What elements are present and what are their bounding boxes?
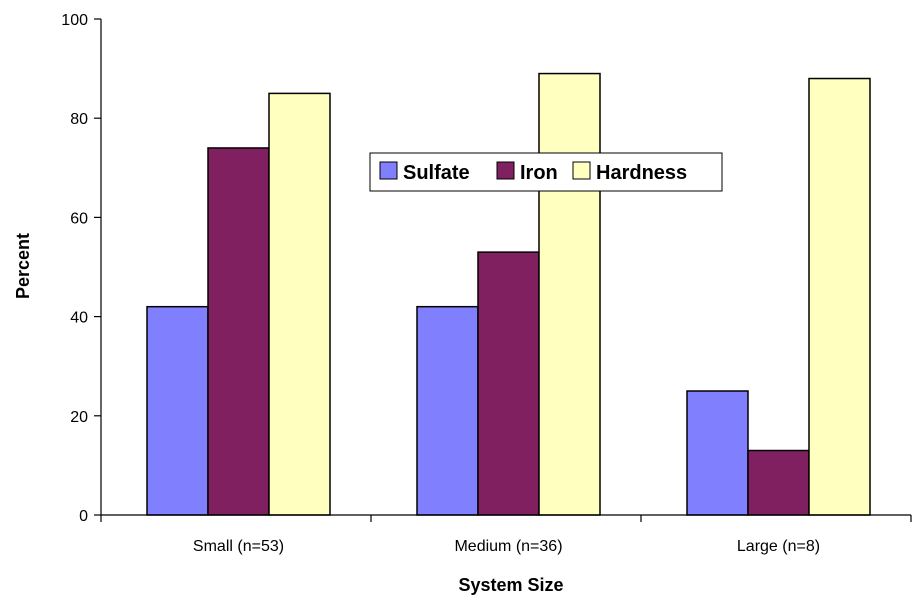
- legend-label-hardness: Hardness: [596, 162, 687, 184]
- y-axis: 0 20 40 60 80 100: [61, 12, 102, 525]
- legend-label-iron: Iron: [520, 162, 558, 184]
- y-tick-label: 0: [79, 508, 88, 525]
- bar-hardness-2: [808, 77, 871, 516]
- legend-swatch-sulfate: [379, 161, 398, 180]
- y-tick-label: 40: [70, 310, 88, 327]
- bar-hardness-0: [268, 92, 331, 516]
- y-tick-label: 100: [61, 12, 88, 29]
- bar-iron-1: [477, 251, 540, 516]
- bar-sulfate-1: [416, 305, 479, 516]
- plot-area: [146, 72, 871, 516]
- y-tick-label: 60: [70, 210, 88, 227]
- y-axis-title: Percent: [13, 233, 33, 299]
- legend-swatch-iron: [496, 161, 515, 180]
- x-axis: Small (n=53) Medium (n=36) Large (n=8): [100, 514, 912, 555]
- bar-hardness-1: [538, 72, 601, 516]
- x-tick-label: Medium (n=36): [454, 538, 562, 555]
- legend-box: [369, 152, 723, 192]
- y-tick-label: 20: [70, 409, 88, 426]
- legend-swatch-hardness: [572, 161, 591, 180]
- x-tick-label: Large (n=8): [737, 538, 820, 555]
- bar-iron-2: [747, 449, 810, 516]
- legend-label-sulfate: Sulfate: [403, 162, 470, 184]
- bar-iron-0: [207, 147, 270, 516]
- y-tick-label: 80: [70, 111, 88, 128]
- x-axis-title: System Size: [458, 575, 563, 595]
- legend: Sulfate Iron Hardness: [369, 152, 723, 192]
- x-tick-label: Small (n=53): [193, 538, 284, 555]
- bar-sulfate-0: [146, 305, 209, 516]
- bar-sulfate-2: [686, 390, 749, 516]
